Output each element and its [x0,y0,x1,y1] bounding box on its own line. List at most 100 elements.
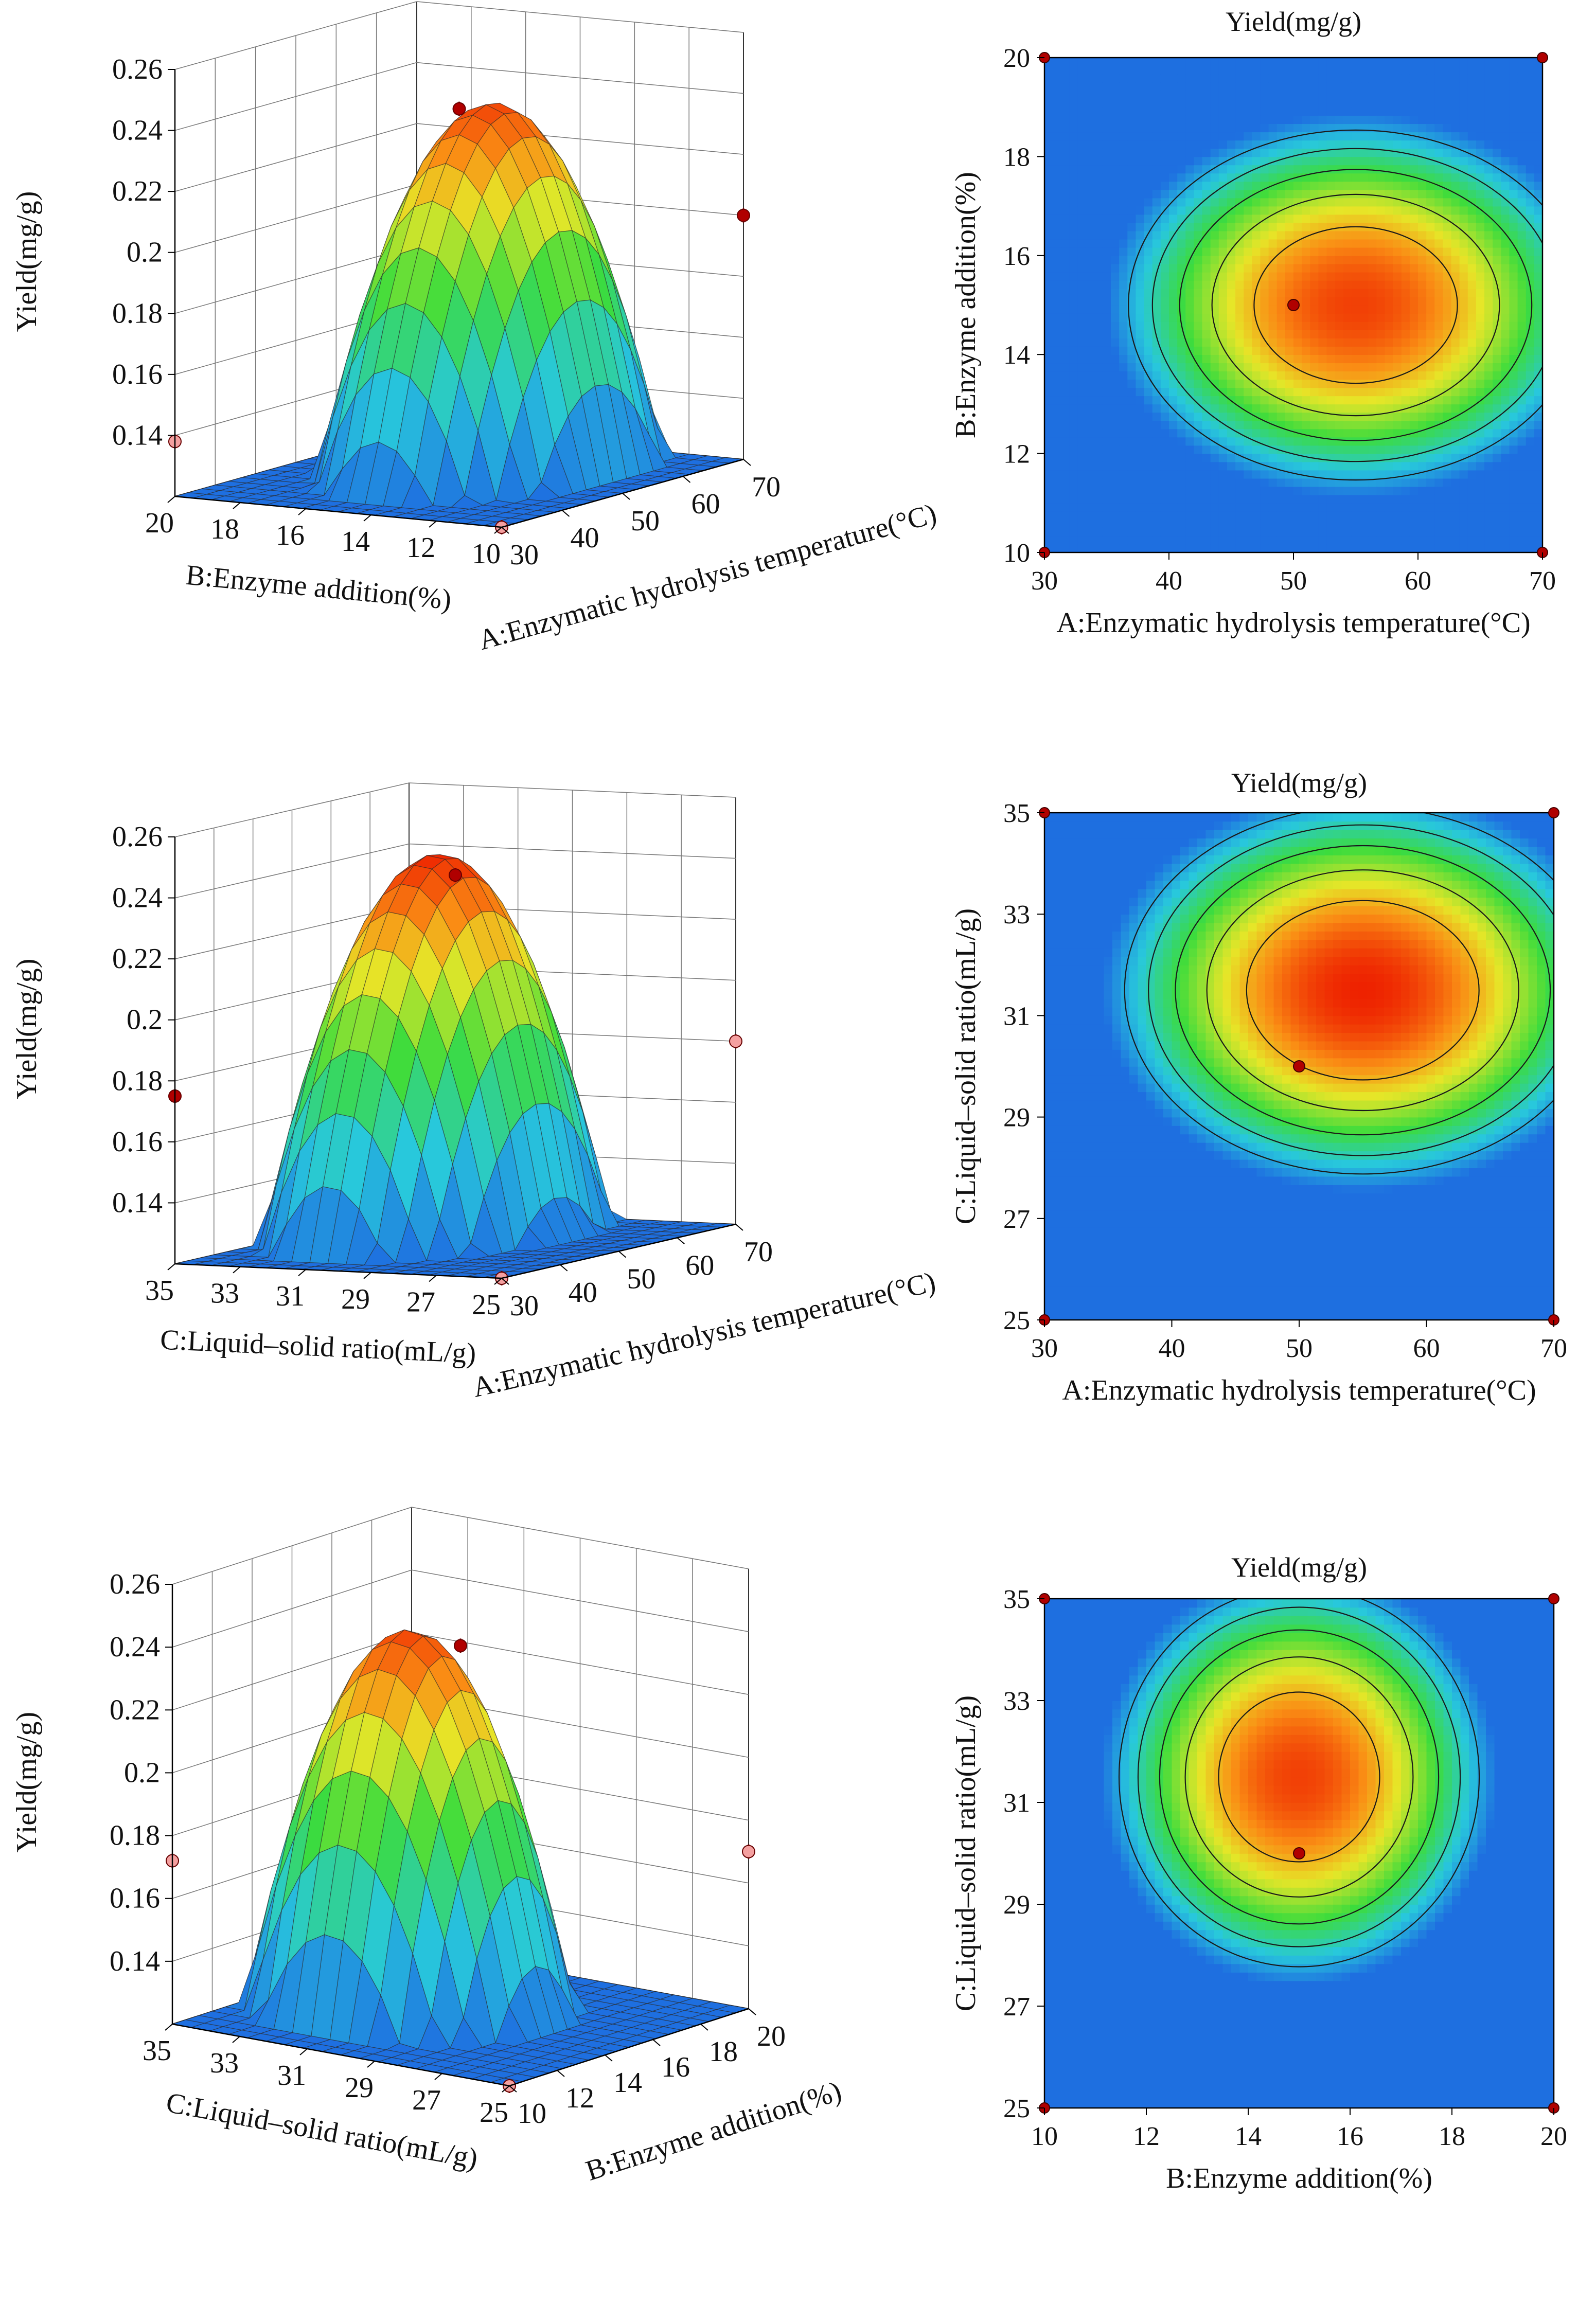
heatmap-cell [1053,964,1062,974]
heatmap-cell [1087,1168,1096,1177]
heatmap-cell [1044,1185,1054,1194]
heatmap-cell [1385,478,1394,487]
heatmap-cell [1053,354,1062,364]
heatmap-cell [1069,140,1078,149]
heatmap-cell [1276,99,1286,108]
heatmap-cell [1318,330,1327,338]
heatmap-cell [1218,66,1228,75]
heatmap-cell [1517,132,1527,141]
heatmap-cell [1326,486,1336,495]
heatmap-cell [1426,107,1435,116]
heatmap-cell [1077,321,1087,330]
heatmap-cell [1095,1100,1105,1109]
heatmap-cell [1086,288,1095,297]
heatmap-cell [1152,519,1161,528]
heatmap-cell [1094,396,1103,405]
heatmap-cell [1335,519,1344,528]
heatmap-cell [1102,173,1111,182]
heatmap-cell [1326,206,1336,215]
heatmap-cell [1484,503,1493,512]
heatmap-cell [1177,173,1186,182]
heatmap-cell [1194,305,1203,314]
heatmap-cell [1185,461,1195,471]
heatmap-cell [1152,445,1161,454]
heatmap-cell [1276,66,1286,75]
heatmap-cell [1526,503,1535,512]
heatmap-cell [1534,346,1542,355]
heatmap-cell [1094,453,1103,462]
heatmap-cell [1368,148,1377,157]
heatmap-cell [1451,214,1460,223]
heatmap-cell [1177,544,1186,552]
heatmap-cell [1112,855,1122,864]
heatmap-cell [1127,428,1137,438]
heatmap-cell [1104,1210,1113,1219]
heatmap-cell [1360,148,1369,157]
heatmap-cell [1360,288,1369,297]
heatmap-cell [1426,280,1435,289]
heatmap-cell [1418,115,1427,124]
heatmap-cell [1044,948,1054,957]
heatmap-cell [1434,305,1444,314]
heatmap-cell [1376,428,1386,438]
heatmap-cell [1443,115,1452,124]
heatmap-cell [1318,494,1327,504]
heatmap-cell [1343,437,1352,446]
heatmap-cell [1119,470,1128,479]
heatmap-cell [1484,82,1493,91]
heatmap-cell [1069,288,1078,297]
heatmap-cell [1227,363,1236,372]
heatmap-cell [1451,255,1460,264]
heatmap-cell [1285,58,1294,66]
heatmap-cell [1070,1252,1079,1261]
heatmap-cell [1526,519,1535,528]
heatmap-cell [1244,222,1253,231]
heatmap-cell [1185,511,1195,520]
heatmap-cell [1218,58,1228,66]
heatmap-cell [1451,222,1460,231]
heatmap-cell [1459,486,1468,495]
heatmap-cell [1509,107,1518,116]
heatmap-cell [1087,1075,1096,1084]
heatmap-cell [1136,346,1145,355]
heatmap-cell [1401,74,1410,83]
heatmap-cell [1160,66,1169,75]
heatmap-cell [1202,148,1211,157]
heatmap-cell [1053,1269,1062,1278]
heatmap-cell [1493,519,1502,528]
heatmap-cell [1310,428,1319,438]
heatmap-cell [1210,428,1219,438]
heatmap-cell [1335,445,1344,454]
heatmap-cell [1443,511,1452,520]
heatmap-cell [1252,132,1261,141]
heatmap-cell [1119,363,1128,372]
heatmap-cell [1102,396,1111,405]
heatmap-cell [1202,181,1211,190]
heatmap-cell [1467,494,1477,504]
heatmap-cell [1459,214,1468,223]
heatmap-cell [1070,1142,1079,1152]
heatmap-cell [1293,544,1302,552]
heatmap-cell [1326,230,1336,240]
heatmap-cell [1517,478,1527,487]
heatmap-cell [1260,123,1269,133]
heatmap-cell [1127,230,1137,240]
heatmap-cell [1401,363,1410,372]
heatmap-cell [1095,821,1105,830]
heatmap-cell [1360,206,1369,215]
heatmap-cell [1210,363,1219,372]
heatmap-cell [1335,404,1344,413]
heatmap-cell [1227,230,1236,240]
heatmap-cell [1434,453,1444,462]
heatmap-cell [1434,198,1444,207]
heatmap-cell [1318,222,1327,231]
heatmap-cell [1368,420,1377,430]
heatmap-cell [1119,396,1128,405]
heatmap-cell [1343,156,1352,166]
heatmap-cell [1104,846,1113,855]
heatmap-cell [1434,99,1444,108]
heatmap-cell [1119,148,1128,157]
heatmap-cell [1326,58,1336,66]
heatmap-cell [1343,181,1352,190]
heatmap-cell [1111,371,1120,380]
